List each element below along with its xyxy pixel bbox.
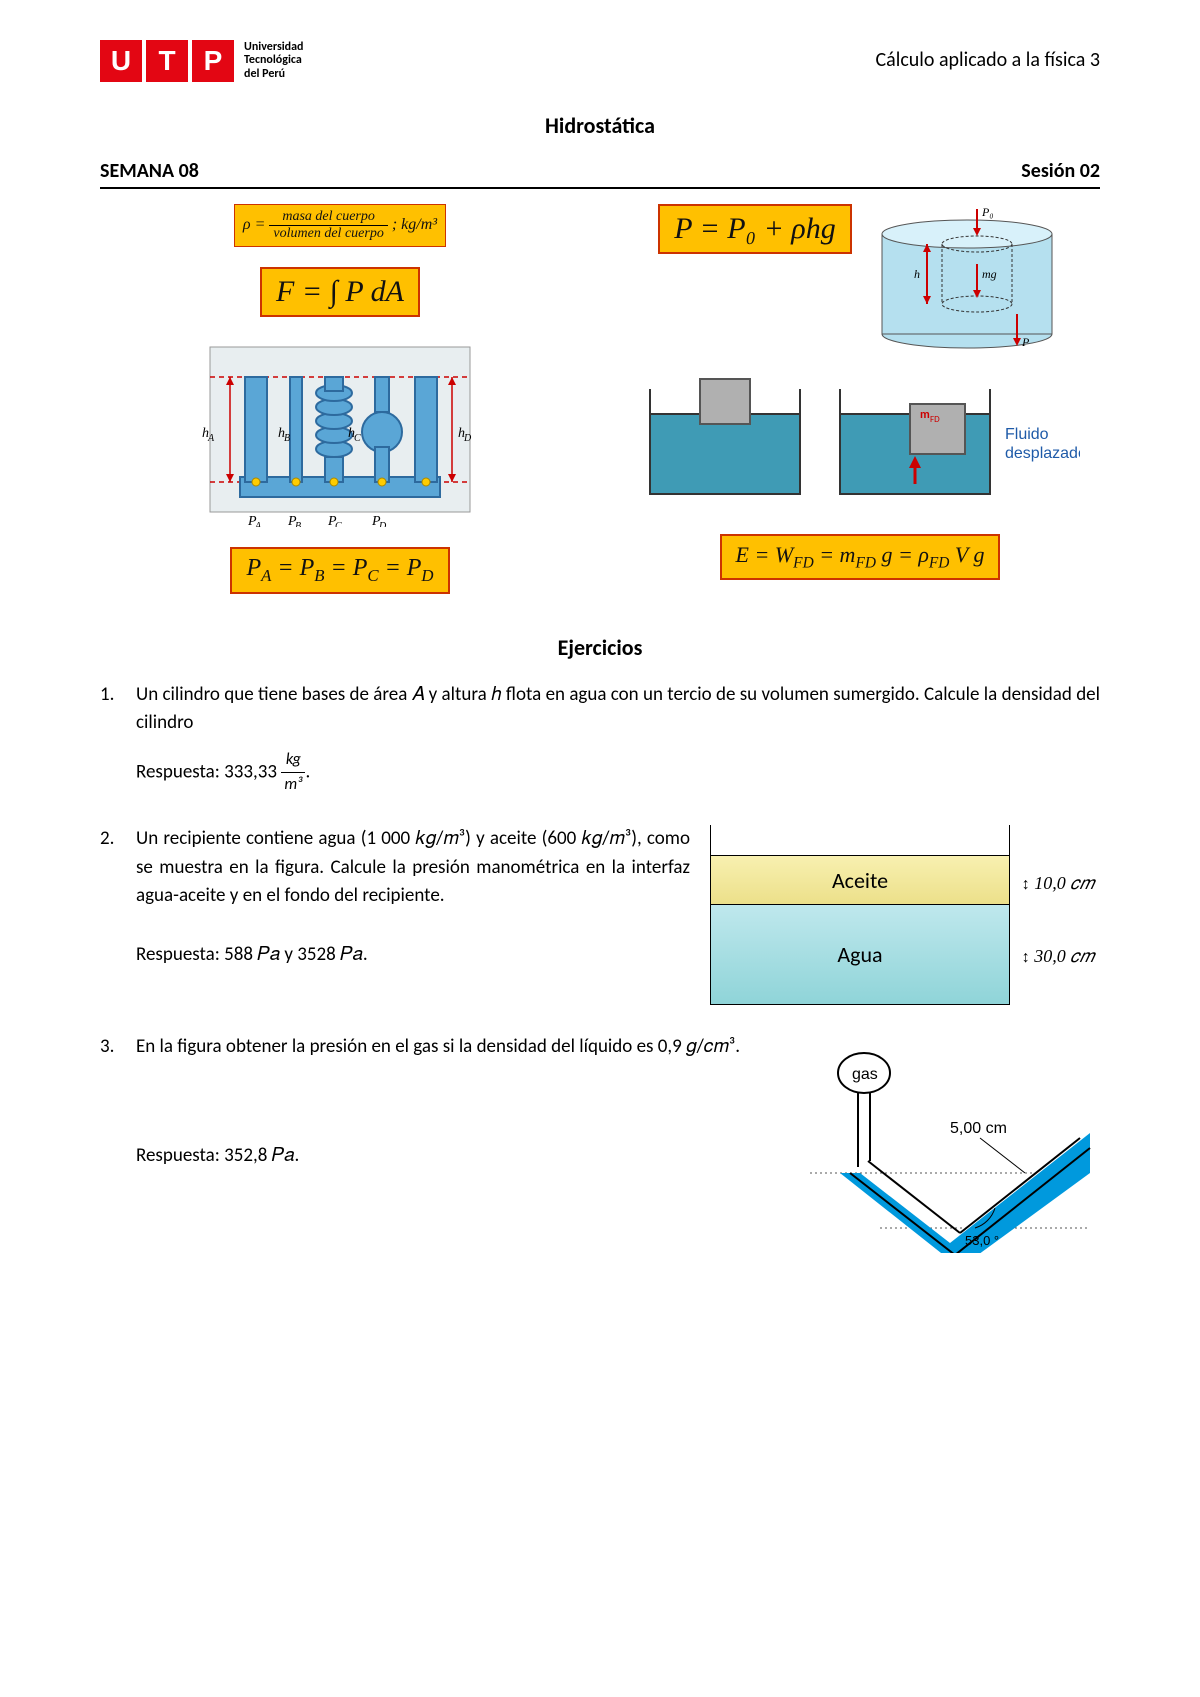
exercise-text: Un recipiente contiene agua (1 000 𝑘𝑔/𝑚³… [136,827,690,907]
water-label: Agua [837,938,882,971]
exercises-title: Ejercicios [100,634,1100,661]
beaker-diagram: P₀ h mg P [872,204,1062,354]
density-formula-box: ρ = masa del cuerpo volumen del cuerpo ;… [234,204,446,247]
week-label: SEMANA 08 [100,159,199,183]
session-label: Sesión 02 [1021,159,1100,183]
pressure-formula-box: P = P₀ + ρhg [658,204,851,254]
exercise-2: 2. Un recipiente contiene agua (1 000 𝑘𝑔… [100,825,1100,1005]
svg-text:mg: mg [982,267,997,281]
logo-letter-p: P [192,40,234,82]
university-line2: Tecnológica [244,54,303,67]
utp-logo: U T P [100,40,234,82]
answer-fraction: kg m³ [281,748,305,797]
buoyancy-diagram: m FD Fluido desplazado [640,374,1080,514]
exercise-figure: gas 5,00 cm 53,0 ° [800,1033,1100,1263]
exercise-answer: Respuesta: 333,33 kg m³ . [136,748,1100,797]
force-integral-box: F = ∫ P dA [260,267,420,317]
svg-text:C: C [354,433,361,444]
oil-layer: Aceite ↕ 10,0 𝑐𝑚 [710,855,1010,905]
pascal-formula-box: PA = PB = PC = PD [230,547,449,594]
gas-tube-diagram: gas 5,00 cm 53,0 ° [800,1033,1100,1253]
buoyancy-formula-box: E = WFD = mFD g = ρFD V g [720,534,1001,580]
svg-text:D: D [378,521,387,527]
water-layer: Agua ↕ 30,0 𝑐𝑚 [710,905,1010,1005]
exercise-number: 3. [100,1033,124,1263]
svg-text:B: B [284,433,290,444]
pressure-row: P = P₀ + ρhg P₀ h [658,204,1061,354]
exercise-text-col: En la figura obtener la presión en el ga… [136,1033,780,1263]
logo-letter-u: U [100,40,142,82]
svg-text:desplazado: desplazado [1005,445,1080,462]
exercise-answer: Respuesta: 588 𝑃𝑎 y 3528 𝑃𝑎. [136,941,690,970]
svg-text:P: P [1021,335,1030,349]
exercise-1: 1. Un cilindro que tiene bases de área 𝐴… [100,681,1100,797]
course-title: Cálculo aplicado a la física 3 [876,48,1101,72]
svg-text:B: B [295,521,301,527]
svg-text:Fluido: Fluido [1005,426,1049,443]
university-line3: del Perú [244,68,303,81]
exercise-number: 1. [100,681,124,797]
svg-text:D: D [463,433,472,444]
week-session-row: SEMANA 08 Sesión 02 [100,159,1100,189]
answer-suffix: . [305,760,310,783]
density-denominator: volumen del cuerpo [269,226,387,242]
exercise-answer: Respuesta: 352,8 𝑃𝑎. [136,1142,780,1171]
page-title: Hidrostática [100,112,1100,139]
svg-text:P₀: P₀ [981,205,994,219]
formulas-left-column: ρ = masa del cuerpo volumen del cuerpo ;… [100,204,580,594]
container-figure: Aceite ↕ 10,0 𝑐𝑚 Agua ↕ 30,0 𝑐𝑚 [710,825,1010,1005]
svg-text:A: A [207,433,215,444]
answer-prefix: Respuesta: 333,33 [136,760,281,783]
exercise-figure: Aceite ↕ 10,0 𝑐𝑚 Agua ↕ 30,0 𝑐𝑚 [710,825,1100,1005]
svg-text:53,0 °: 53,0 ° [965,1233,999,1248]
svg-text:FD: FD [930,414,940,425]
frac-d: m³ [281,773,305,797]
exercise-body: En la figura obtener la presión en el ga… [136,1033,1100,1263]
density-fraction: masa del cuerpo volumen del cuerpo [269,209,387,242]
header: U T P Universidad Tecnológica del Perú C… [100,40,1100,82]
density-numerator: masa del cuerpo [269,209,387,226]
exercise-number: 2. [100,825,124,1005]
frac-n: kg [281,748,305,773]
exercise-text-col: Un recipiente contiene agua (1 000 𝑘𝑔/𝑚³… [136,825,690,1005]
oil-dimension: ↕ 10,0 𝑐𝑚 [1022,870,1094,897]
density-rho: ρ = [243,216,265,233]
gas-label: gas [852,1066,878,1083]
exercise-body: Un recipiente contiene agua (1 000 𝑘𝑔/𝑚³… [136,825,1100,1005]
university-name: Universidad Tecnológica del Perú [244,41,303,81]
svg-text:A: A [254,521,262,527]
exercise-text: Un cilindro que tiene bases de área 𝐴 y … [136,683,1100,735]
svg-text:5,00 cm: 5,00 cm [950,1120,1007,1137]
oil-label: Aceite [832,864,888,897]
exercise-body: Un cilindro que tiene bases de área 𝐴 y … [136,681,1100,797]
svg-text:h: h [914,267,920,281]
logo-letter-t: T [146,40,188,82]
formulas-right-column: P = P₀ + ρhg P₀ h [620,204,1100,594]
density-unit: ; kg/m³ [392,216,437,233]
svg-text:C: C [335,521,342,527]
communicating-tubes-diagram: h A h B h C h D P A P B P C P D [190,337,490,527]
container-top-gap [710,825,1010,855]
exercise-3: 3. En la figura obtener la presión en el… [100,1033,1100,1263]
exercise-text: En la figura obtener la presión en el ga… [136,1035,740,1058]
svg-text:m: m [920,408,930,422]
formulas-section: ρ = masa del cuerpo volumen del cuerpo ;… [100,204,1100,594]
logo-block: U T P Universidad Tecnológica del Perú [100,40,303,82]
water-dimension: ↕ 30,0 𝑐𝑚 [1022,943,1094,970]
